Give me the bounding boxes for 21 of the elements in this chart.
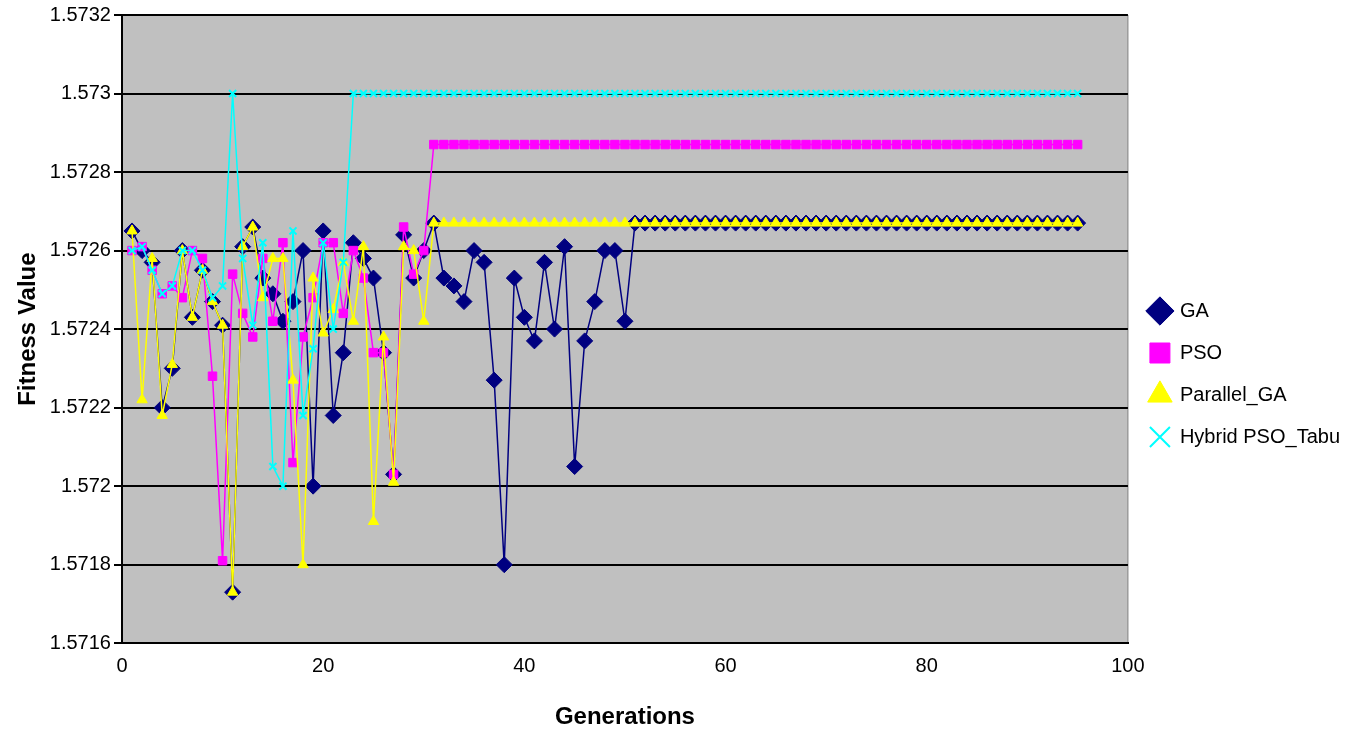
- y-tick-label: 1.5726: [49, 238, 111, 261]
- y-tick-label: 1.573: [60, 81, 111, 104]
- y-tick-label: 1.5718: [49, 552, 111, 575]
- x-tick-label: 100: [1111, 653, 1145, 676]
- x-tick-label: 40: [513, 653, 536, 676]
- x-tick-label: 80: [915, 653, 938, 676]
- y-tick-label: 1.5716: [49, 630, 111, 653]
- x-tick-label: 20: [312, 653, 335, 676]
- x-tick-label: 0: [116, 653, 128, 676]
- y-tick-label: 1.5728: [49, 159, 111, 182]
- y-tick-label: 1.5732: [49, 2, 111, 25]
- legend-label: Parallel_GA: [1179, 382, 1288, 406]
- y-tick-label: 1.572: [60, 473, 111, 496]
- x-axis-title: Generations: [554, 702, 695, 730]
- legend-label: Hybrid PSO_Tabu: [1179, 424, 1340, 448]
- y-tick-label: 1.5724: [49, 316, 111, 339]
- legend-label: PSO: [1179, 340, 1223, 363]
- y-tick-label: 1.5722: [49, 395, 111, 418]
- x-tick-label: 60: [714, 653, 737, 676]
- legend-label: GA: [1179, 298, 1210, 321]
- y-axis-title: Fitness Value: [13, 252, 41, 406]
